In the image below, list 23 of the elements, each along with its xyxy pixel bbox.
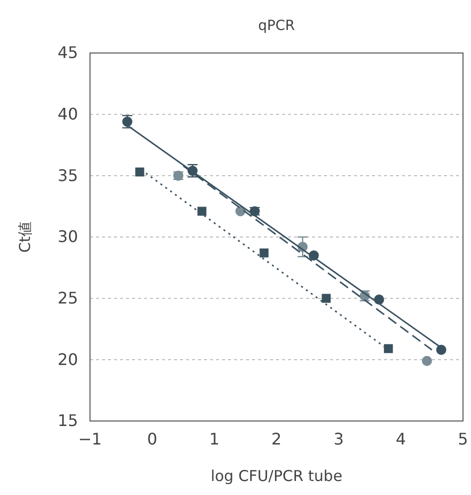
point: [197, 206, 206, 216]
point: [322, 294, 331, 303]
x-tick-label: 5: [458, 429, 468, 448]
point: [135, 168, 144, 176]
x-tick-label: −1: [78, 429, 102, 448]
x-tick-label: 1: [209, 429, 220, 448]
x-tick-label: 0: [147, 429, 158, 448]
chart-title: qPCR: [258, 18, 296, 34]
point: [422, 356, 432, 366]
y-tick-label: 15: [58, 411, 78, 430]
point: [260, 248, 269, 258]
y-tick-label: 30: [58, 227, 78, 246]
y-tick-label: 40: [58, 104, 78, 124]
y-tick-label: 45: [58, 43, 78, 62]
x-tick-label: 2: [271, 429, 282, 448]
y-axis-title: Ct値: [16, 221, 34, 253]
x-axis-title: log CFU/PCR tube: [210, 467, 342, 485]
y-tick-label: 20: [58, 350, 78, 369]
point: [384, 344, 393, 354]
y-tick-label: 25: [58, 288, 78, 308]
x-tick-label: 3: [334, 429, 344, 448]
y-tick-label: 35: [58, 166, 78, 185]
x-tick-label: 4: [396, 429, 406, 448]
